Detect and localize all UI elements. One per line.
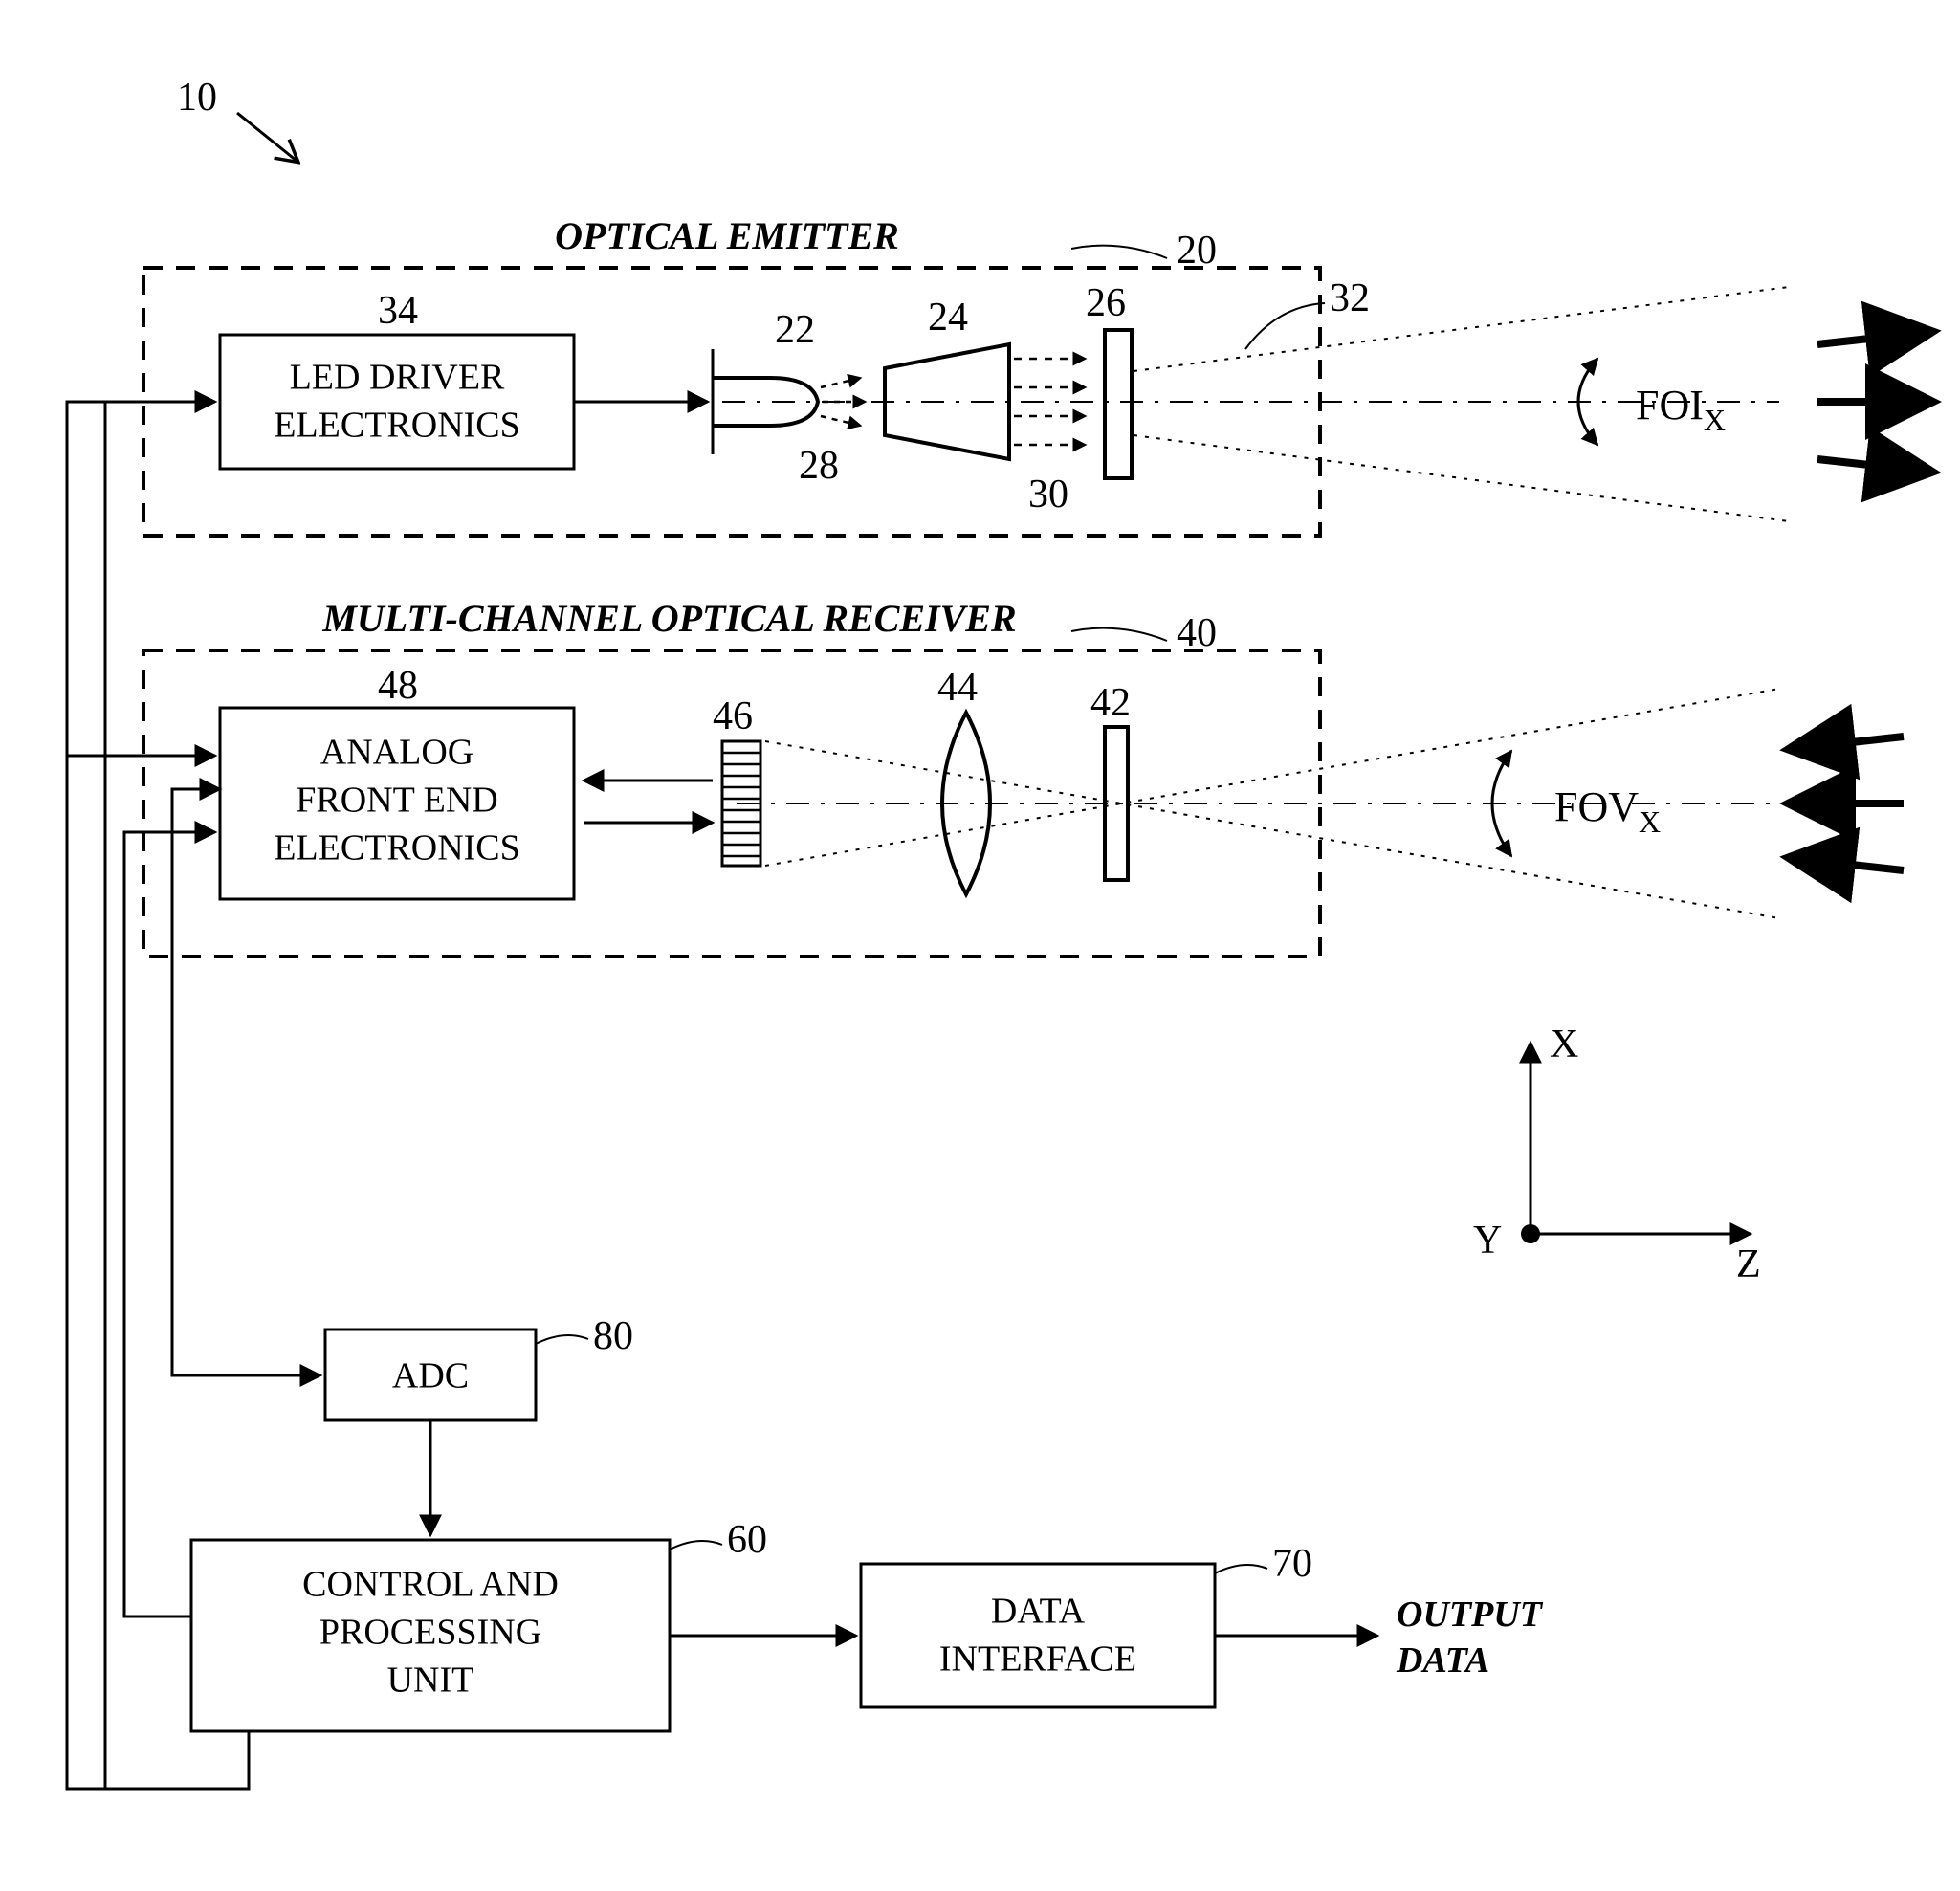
svg-text:CONTROL AND: CONTROL AND xyxy=(302,1565,559,1605)
svg-text:46: 46 xyxy=(713,694,753,738)
cpu-box: CONTROL AND PROCESSING UNIT 60 xyxy=(191,1518,767,1731)
svg-text:10: 10 xyxy=(177,76,217,120)
svg-text:ELECTRONICS: ELECTRONICS xyxy=(274,828,520,869)
svg-text:44: 44 xyxy=(937,666,978,710)
svg-text:30: 30 xyxy=(1028,473,1068,517)
window-42: 42 xyxy=(1090,681,1131,880)
svg-text:OUTPUT: OUTPUT xyxy=(1397,1594,1544,1635)
foi-cone: 32 FOIX xyxy=(722,276,1904,521)
svg-text:FOVX: FOVX xyxy=(1554,783,1661,839)
svg-text:DATA: DATA xyxy=(1396,1640,1489,1681)
adc-box: ADC 80 xyxy=(325,1314,633,1420)
svg-text:FRONT END: FRONT END xyxy=(296,781,498,821)
svg-text:ADC: ADC xyxy=(392,1356,469,1396)
svg-text:42: 42 xyxy=(1090,681,1131,725)
analog-front-end-box: ANALOG FRONT END ELECTRONICS 48 xyxy=(220,664,574,899)
collimator-shape: 24 30 xyxy=(885,296,1086,517)
led-driver-box: LED DRIVER ELECTRONICS 34 xyxy=(220,289,574,469)
svg-text:OPTICAL EMITTER: OPTICAL EMITTER xyxy=(555,214,899,257)
svg-text:ANALOG: ANALOG xyxy=(320,733,473,773)
svg-text:34: 34 xyxy=(378,289,418,333)
svg-text:20: 20 xyxy=(1177,229,1217,273)
svg-text:26: 26 xyxy=(1086,281,1126,325)
svg-text:24: 24 xyxy=(928,296,968,340)
svg-text:X: X xyxy=(1550,1022,1578,1066)
data-interface-box: DATA INTERFACE 70 xyxy=(861,1542,1312,1707)
svg-text:FOIX: FOIX xyxy=(1636,382,1726,437)
svg-text:48: 48 xyxy=(378,664,418,708)
window-26: 26 xyxy=(1086,281,1132,478)
svg-text:Z: Z xyxy=(1736,1242,1761,1286)
detector-array: 46 xyxy=(713,694,760,866)
svg-text:ELECTRONICS: ELECTRONICS xyxy=(274,406,520,446)
svg-text:28: 28 xyxy=(799,444,839,488)
led-shape: 22 28 xyxy=(713,308,866,488)
svg-text:LED DRIVER: LED DRIVER xyxy=(290,358,505,398)
coordinate-axes: X Y Z xyxy=(1473,1022,1761,1286)
svg-text:60: 60 xyxy=(727,1518,767,1562)
svg-text:INTERFACE: INTERFACE xyxy=(939,1639,1136,1680)
svg-text:70: 70 xyxy=(1272,1542,1312,1586)
svg-text:Y: Y xyxy=(1473,1219,1502,1263)
bidir-arrows xyxy=(584,781,713,823)
ref-10: 10 xyxy=(177,76,297,161)
svg-text:80: 80 xyxy=(593,1314,633,1358)
svg-text:UNIT: UNIT xyxy=(387,1660,474,1701)
svg-text:40: 40 xyxy=(1177,611,1217,655)
svg-text:22: 22 xyxy=(775,308,815,352)
svg-text:32: 32 xyxy=(1330,276,1370,320)
svg-text:MULTI-CHANNEL OPTICAL RECEIVER: MULTI-CHANNEL OPTICAL RECEIVER xyxy=(321,597,1016,640)
svg-text:PROCESSING: PROCESSING xyxy=(319,1613,541,1653)
svg-text:DATA: DATA xyxy=(991,1592,1086,1632)
